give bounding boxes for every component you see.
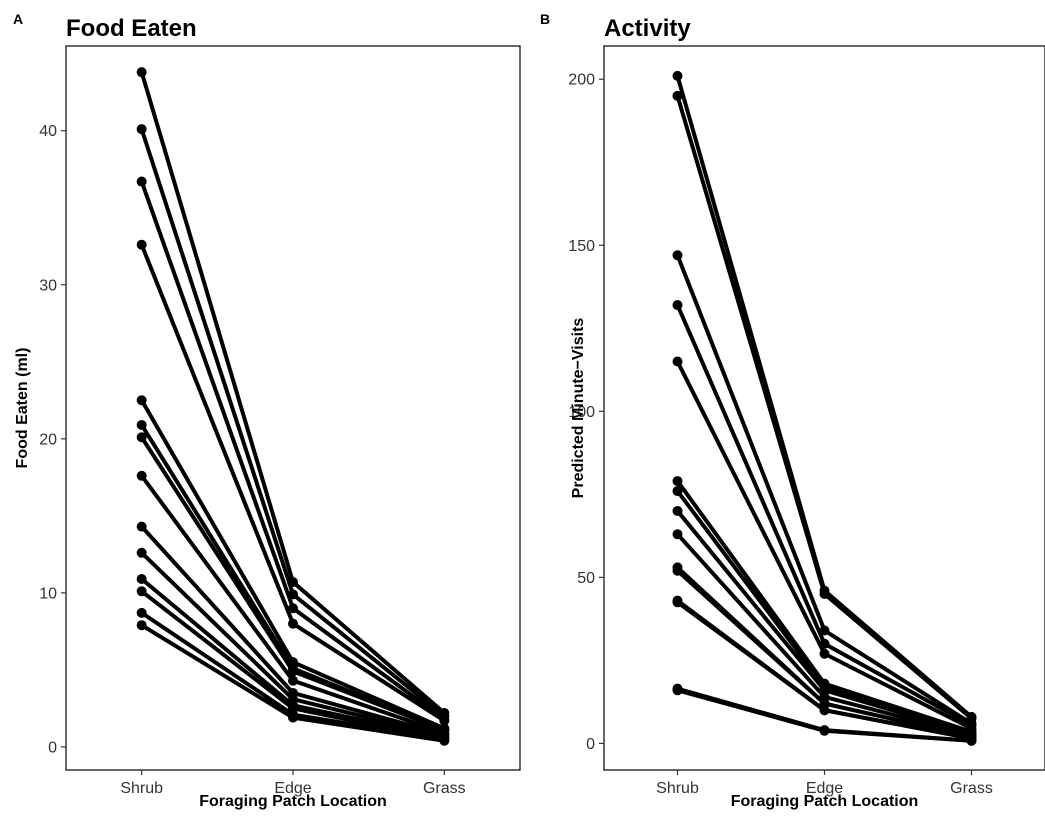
data-point bbox=[137, 574, 147, 584]
data-point bbox=[820, 649, 830, 659]
y-tick-label: 50 bbox=[577, 570, 595, 587]
panel-border bbox=[604, 46, 1045, 770]
data-point bbox=[137, 471, 147, 481]
data-point bbox=[820, 589, 830, 599]
y-tick-label: 0 bbox=[48, 739, 57, 756]
panel-title: Activity bbox=[604, 15, 691, 42]
panel-tag: A bbox=[13, 11, 23, 27]
data-point bbox=[673, 566, 683, 576]
y-tick-label: 150 bbox=[568, 238, 595, 255]
data-point bbox=[288, 577, 298, 587]
panel-title: Food Eaten bbox=[66, 15, 197, 42]
x-tick-label: Shrub bbox=[656, 780, 699, 797]
data-point bbox=[820, 726, 830, 736]
data-point bbox=[820, 639, 830, 649]
x-axis-title: Foraging Patch Location bbox=[731, 793, 919, 810]
data-point bbox=[137, 522, 147, 532]
data-point bbox=[673, 506, 683, 516]
x-tick-label: Grass bbox=[950, 780, 993, 797]
data-point bbox=[673, 476, 683, 486]
x-axis-title: Foraging Patch Location bbox=[199, 793, 387, 810]
data-point bbox=[673, 91, 683, 101]
data-point bbox=[137, 548, 147, 558]
y-tick-label: 30 bbox=[39, 277, 57, 294]
data-point bbox=[288, 713, 298, 723]
data-point bbox=[137, 586, 147, 596]
y-tick-label: 200 bbox=[568, 72, 595, 89]
data-point bbox=[137, 240, 147, 250]
x-tick-label: Grass bbox=[423, 780, 466, 797]
y-tick-label: 0 bbox=[586, 736, 595, 753]
series-line bbox=[142, 182, 445, 720]
data-point bbox=[673, 300, 683, 310]
data-point bbox=[673, 357, 683, 367]
panel-tag: B bbox=[540, 11, 550, 27]
series-line bbox=[678, 76, 972, 717]
data-point bbox=[288, 619, 298, 629]
data-point bbox=[288, 589, 298, 599]
data-point bbox=[288, 666, 298, 676]
data-point bbox=[137, 620, 147, 630]
data-point bbox=[673, 685, 683, 695]
data-point bbox=[439, 736, 449, 746]
data-point bbox=[137, 177, 147, 187]
y-axis-title: Food Eaten (ml) bbox=[14, 348, 31, 469]
data-point bbox=[673, 529, 683, 539]
data-point bbox=[137, 608, 147, 618]
data-point bbox=[137, 67, 147, 77]
data-point bbox=[673, 250, 683, 260]
y-axis-title: Predicted Minute−Visits bbox=[570, 318, 587, 499]
data-point bbox=[288, 603, 298, 613]
data-point bbox=[673, 71, 683, 81]
data-point bbox=[820, 626, 830, 636]
data-point bbox=[967, 736, 977, 746]
data-point bbox=[820, 705, 830, 715]
data-point bbox=[137, 395, 147, 405]
y-tick-label: 40 bbox=[39, 123, 57, 140]
y-tick-label: 20 bbox=[39, 431, 57, 448]
y-tick-label: 10 bbox=[39, 585, 57, 602]
data-point bbox=[137, 420, 147, 430]
data-point bbox=[288, 676, 298, 686]
x-tick-label: Shrub bbox=[120, 780, 163, 797]
data-point bbox=[137, 432, 147, 442]
data-point bbox=[673, 486, 683, 496]
data-point bbox=[137, 124, 147, 134]
data-point bbox=[673, 597, 683, 607]
